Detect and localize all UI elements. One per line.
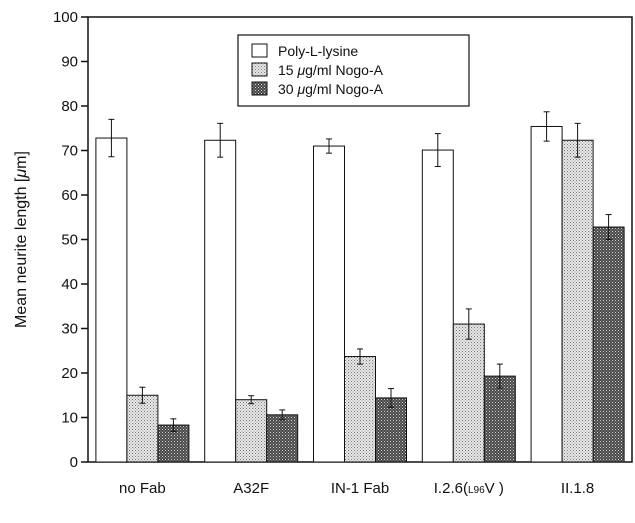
- legend-label: Poly-L-lysine: [278, 43, 358, 59]
- x-category-label: I.2.6(L96V ): [434, 480, 504, 497]
- legend-swatch: [251, 81, 268, 96]
- bar-3-5: [592, 226, 625, 463]
- y-axis-label: Mean neurite length [μm]: [13, 151, 30, 328]
- bar-2-2: [235, 399, 268, 463]
- legend: Poly-L-lysine 15 μg/ml Nogo-A 30 μg/ml Nog…: [237, 34, 470, 107]
- bar-3-4: [483, 375, 516, 463]
- x-category-label: A32F: [233, 480, 269, 497]
- x-category-label: II.1.8: [561, 480, 594, 497]
- legend-swatch: [251, 43, 268, 58]
- bar-2-1: [126, 394, 159, 463]
- bar-1-3: [313, 145, 345, 463]
- bar-2-4: [452, 323, 485, 463]
- bar-1-2: [204, 139, 237, 463]
- y-tick-label: 60: [61, 187, 78, 204]
- y-tick-label: 50: [61, 232, 78, 249]
- y-tick-label: 10: [61, 410, 78, 427]
- bars-group: [95, 111, 625, 463]
- legend-label: 30 μg/ml Nogo-A: [278, 81, 384, 97]
- y-axis: 0 10 20 30 40 50 60 70 80 90 100: [53, 9, 88, 471]
- x-category-label: no Fab: [119, 480, 166, 497]
- x-category-label: IN-1 Fab: [331, 480, 389, 497]
- bar-3-2: [266, 414, 299, 463]
- bar-2-5: [561, 139, 594, 463]
- legend-label: 15 μg/ml Nogo-A: [278, 62, 384, 78]
- y-tick-label: 80: [61, 98, 78, 115]
- y-tick-label: 40: [61, 276, 78, 293]
- y-tick-label: 0: [70, 454, 78, 471]
- legend-swatch: [251, 62, 268, 77]
- y-tick-label: 90: [61, 54, 78, 71]
- legend-box: [237, 34, 470, 107]
- bar-1-5: [530, 125, 563, 463]
- x-axis: no Fab A32F IN-1 Fab I.2.6(L96V ) II.1.8: [119, 480, 594, 497]
- bar-1-1: [95, 137, 128, 463]
- y-tick-label: 100: [53, 9, 78, 26]
- y-tick-label: 20: [61, 365, 78, 382]
- bar-2-3: [344, 356, 376, 463]
- y-tick-label: 30: [61, 321, 78, 338]
- y-tick-label: 70: [61, 143, 78, 160]
- bar-1-4: [421, 149, 454, 463]
